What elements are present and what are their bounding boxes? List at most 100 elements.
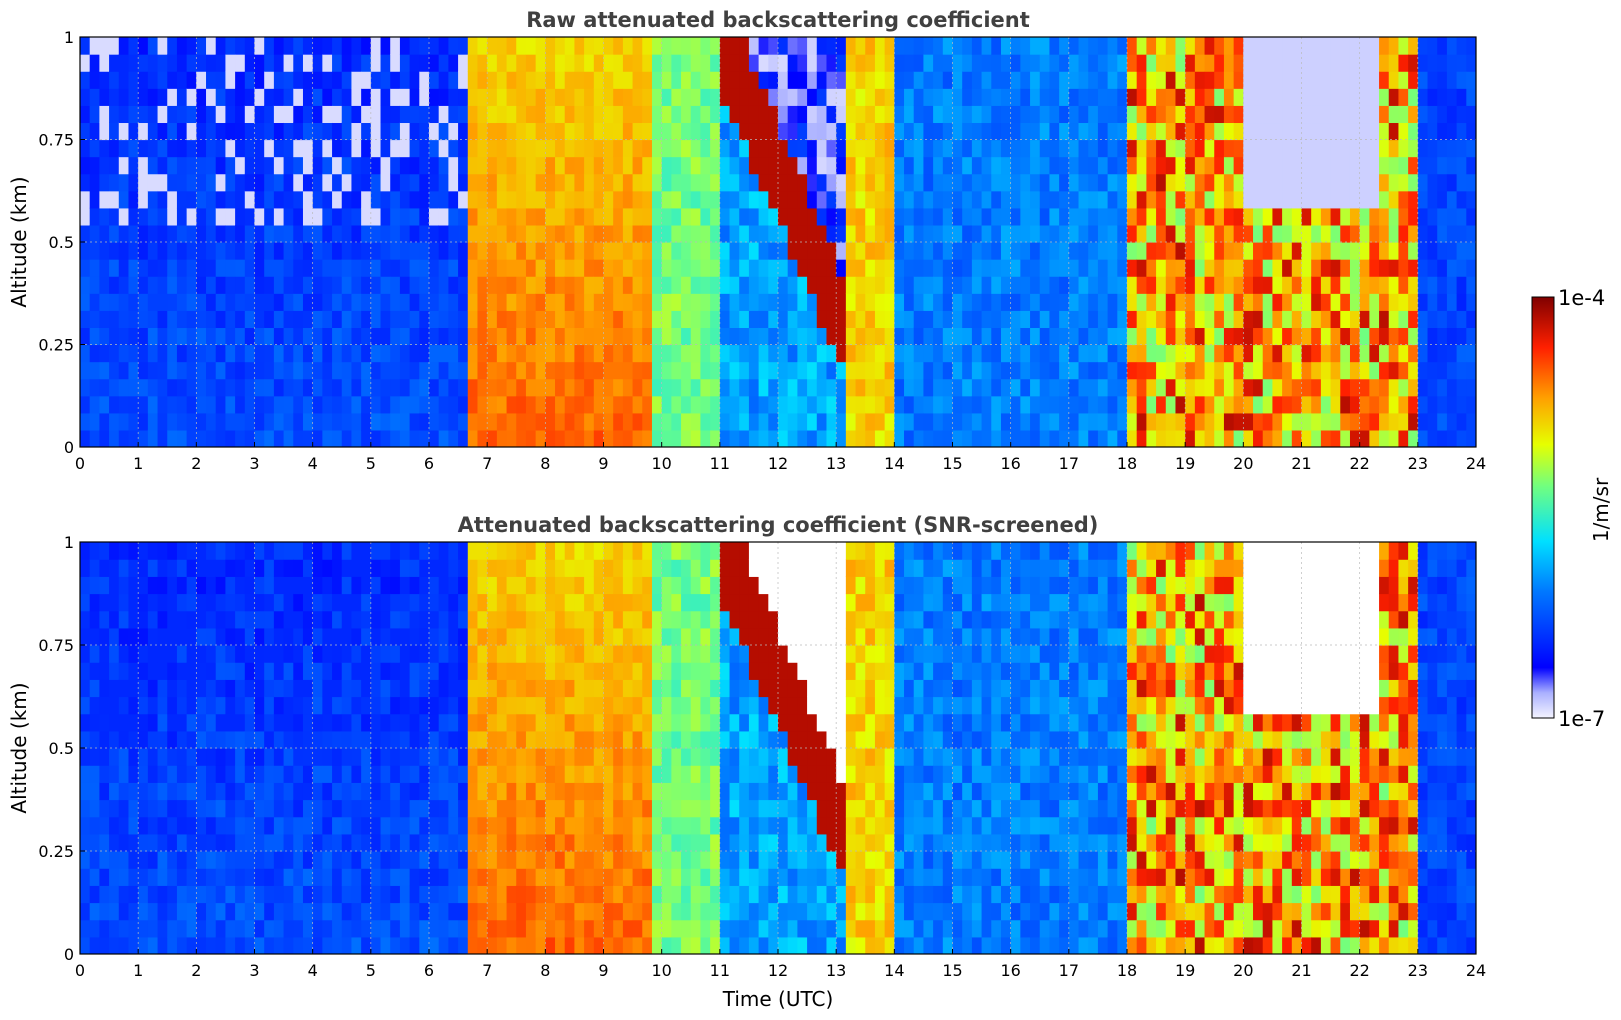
heatmap-cell	[1175, 378, 1186, 397]
heatmap-cell	[215, 105, 227, 124]
heatmap-cell	[622, 190, 634, 209]
heatmap-cell	[1194, 429, 1206, 447]
heatmap-cell	[264, 919, 275, 938]
heatmap-cell	[1379, 54, 1390, 72]
heatmap-cell	[235, 224, 246, 243]
heatmap-cell	[147, 156, 159, 175]
heatmap-cell	[1146, 344, 1157, 363]
heatmap-cell	[555, 88, 566, 106]
panel-raw-xticks: 0 1 2 3 4 5 6 7 8 9 10 11 12 13 14 15 16 17 18 19 20 21 22 23 24	[75, 442, 1486, 473]
heatmap-cell	[477, 868, 488, 886]
heatmap-cell	[1349, 190, 1361, 209]
heatmap-cell	[1456, 378, 1467, 397]
heatmap-cell	[1330, 224, 1341, 243]
heatmap-cell	[816, 156, 828, 175]
heatmap-cell	[215, 37, 227, 55]
heatmap-cell	[525, 851, 537, 869]
heatmap-cell	[448, 156, 459, 175]
heatmap-cell	[487, 730, 498, 749]
heatmap-cell	[593, 173, 605, 192]
heatmap-cell	[1156, 378, 1167, 397]
heatmap-cell	[1446, 395, 1458, 414]
heatmap-cell	[176, 833, 188, 852]
heatmap-cell	[118, 412, 130, 431]
heatmap-cell	[1185, 242, 1196, 260]
heatmap-cell	[1253, 327, 1264, 346]
heatmap-cell	[186, 224, 197, 243]
heatmap-cell	[690, 173, 702, 192]
heatmap-cell	[1253, 207, 1264, 226]
heatmap-cell	[302, 224, 314, 243]
heatmap-cell	[1311, 276, 1322, 294]
heatmap-cell	[399, 293, 411, 311]
heatmap-cell	[971, 378, 983, 397]
heatmap-cell	[196, 412, 207, 431]
heatmap-cell	[196, 37, 207, 55]
heatmap-cell	[458, 593, 469, 612]
heatmap-cell	[196, 378, 207, 397]
heatmap-cell	[312, 645, 323, 663]
heatmap-cell	[1456, 156, 1467, 175]
heatmap-cell	[1010, 310, 1021, 329]
heatmap-cell	[525, 88, 537, 106]
heatmap-cell	[613, 344, 624, 363]
heatmap-cell	[351, 293, 362, 311]
heatmap-cell	[176, 919, 188, 938]
heatmap-cell	[206, 378, 217, 397]
heatmap-cell	[196, 610, 207, 629]
heatmap-cell	[642, 88, 653, 106]
heatmap-cell	[1020, 224, 1031, 243]
heatmap-cell	[390, 429, 401, 447]
heatmap-cell	[729, 429, 740, 447]
heatmap-cell	[1408, 242, 1419, 260]
heatmap-cell	[235, 559, 246, 577]
heatmap-cell	[593, 37, 605, 55]
heatmap-cell	[1107, 276, 1118, 294]
heatmap-cell	[196, 902, 207, 921]
heatmap-cell	[1349, 361, 1361, 380]
heatmap-cell	[1088, 412, 1099, 431]
heatmap-cell	[506, 610, 517, 629]
heatmap-cell	[89, 344, 100, 363]
heatmap-cell	[293, 662, 304, 680]
heatmap-cell	[1214, 37, 1225, 55]
heatmap-cell	[622, 378, 634, 397]
heatmap-cell	[593, 88, 605, 106]
heatmap-cell	[1156, 259, 1167, 277]
heatmap-cell	[603, 71, 614, 89]
heatmap-cell	[109, 919, 120, 938]
x-tick-label: 4	[308, 454, 318, 473]
heatmap-cell	[622, 645, 634, 663]
heatmap-cell	[1136, 361, 1147, 380]
heatmap-cell	[235, 645, 246, 663]
heatmap-cell	[574, 662, 585, 680]
heatmap-cell	[516, 576, 527, 595]
heatmap-cell	[273, 361, 285, 380]
heatmap-cell	[293, 88, 304, 106]
heatmap-cell	[312, 902, 323, 921]
heatmap-cell	[429, 37, 440, 55]
heatmap-cell	[1165, 224, 1177, 243]
heatmap-cell	[710, 105, 721, 124]
heatmap-cell	[380, 799, 391, 818]
heatmap-cell	[351, 105, 362, 124]
heatmap-cell	[1408, 54, 1419, 72]
heatmap-cell	[273, 412, 285, 431]
heatmap-cell	[593, 610, 605, 629]
heatmap-cell	[787, 242, 798, 260]
heatmap-cell	[1214, 395, 1225, 414]
heatmap-cell	[991, 310, 1002, 329]
heatmap-cell	[370, 645, 382, 663]
heatmap-cell	[225, 276, 236, 294]
heatmap-cell	[429, 765, 440, 783]
heatmap-cell	[244, 679, 256, 698]
heatmap-cell	[293, 765, 304, 783]
heatmap-cell	[874, 88, 886, 106]
heatmap-cell	[89, 412, 100, 431]
heatmap-cell	[748, 412, 760, 431]
heatmap-cell	[1291, 412, 1303, 431]
heatmap-cell	[1466, 293, 1476, 311]
heatmap-cell	[458, 276, 469, 294]
heatmap-cell	[1291, 429, 1303, 447]
heatmap-cell	[438, 645, 449, 663]
